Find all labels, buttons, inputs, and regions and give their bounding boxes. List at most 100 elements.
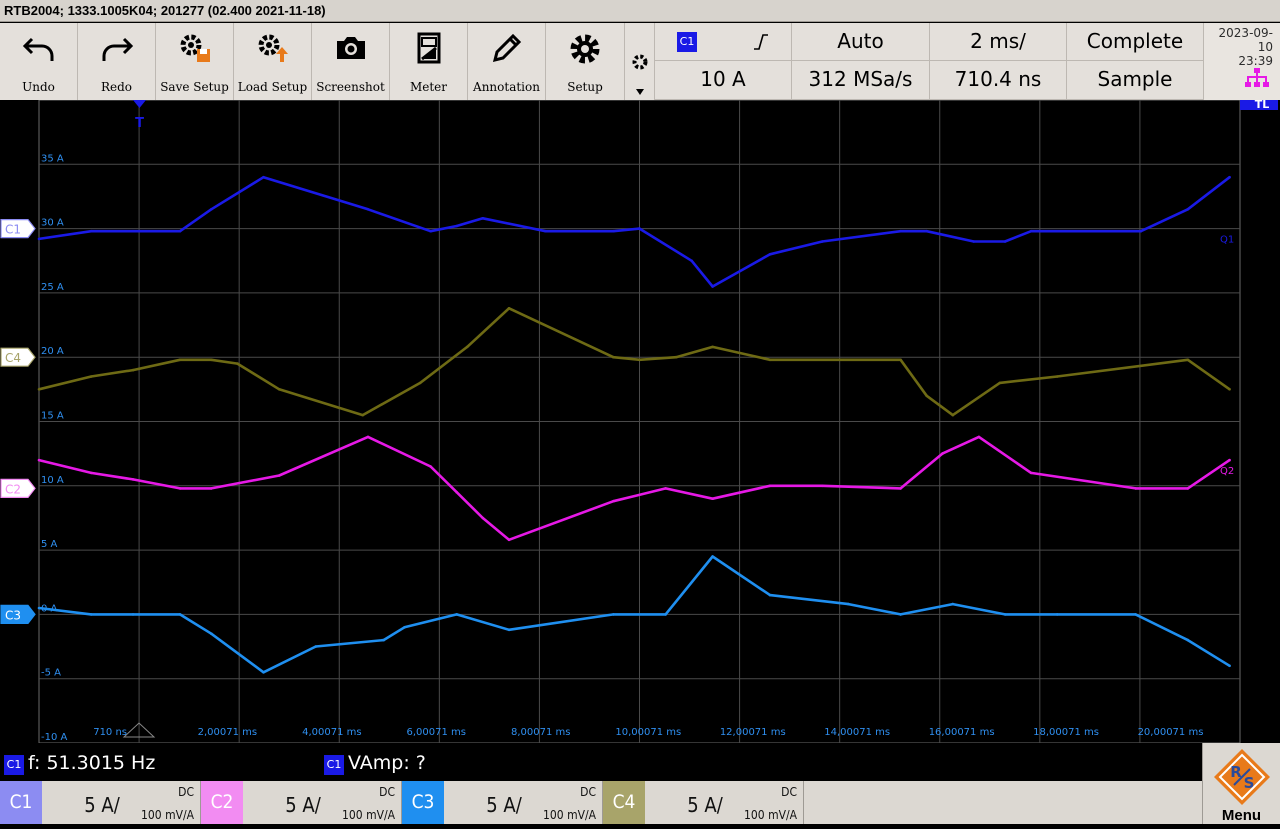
- trace-c1-point: [1228, 175, 1231, 179]
- trace-c3-point: [403, 626, 406, 629]
- trace-c1-point: [89, 229, 93, 233]
- sample-rate[interactable]: 312 MSa/s: [792, 61, 930, 100]
- load-setup-button[interactable]: Load Setup: [234, 23, 312, 100]
- channel-marker-label: C2: [5, 482, 21, 496]
- trigger-level-tag: TL: [1240, 98, 1278, 111]
- save-setup-button[interactable]: Save Setup: [156, 23, 234, 100]
- trace-c3-point: [1055, 613, 1059, 616]
- trace-c1-point: [429, 229, 432, 233]
- channel-marker-shape: [0, 219, 36, 239]
- rising-edge-icon: [754, 34, 768, 50]
- trace-c2-point: [821, 484, 824, 488]
- measurement-frequency[interactable]: C1 f: 51.3015 Hz: [4, 750, 155, 776]
- measurement-value: VAmp: ?: [348, 752, 426, 774]
- trace-c1-point: [821, 240, 824, 243]
- trace-c2-point: [507, 538, 511, 542]
- trace-c2-point: [1029, 471, 1033, 475]
- svg-text:R: R: [1230, 763, 1242, 781]
- control-menu-button[interactable]: [625, 23, 655, 100]
- x-tick-label: 16,00071 ms: [929, 727, 995, 738]
- channel-c1-box[interactable]: C1 5 A/ DC 100 mV/A: [0, 781, 201, 824]
- trace-c4-point: [638, 358, 641, 362]
- annotation-button[interactable]: Annotation: [468, 23, 546, 100]
- trace-c2-point: [1228, 458, 1231, 462]
- trace-c4-point: [131, 368, 135, 372]
- channel-c1-coupling: DC: [178, 785, 194, 799]
- channel-marker-shape: [0, 347, 36, 367]
- trace-c3-point: [382, 638, 385, 642]
- channel-c3-tag: C3: [402, 781, 444, 824]
- channel-c1-scale: 5 A/: [84, 793, 120, 817]
- meter-button[interactable]: Meter: [390, 23, 468, 100]
- trace-end-label: Q1: [1220, 235, 1234, 246]
- channel-c4-box[interactable]: C4 5 A/ DC 100 mV/A: [603, 781, 804, 824]
- trace-c4-point: [612, 355, 615, 359]
- toolbar: Undo Redo Save Setup Load Setup Screensh…: [0, 23, 1280, 100]
- channel-offset-marker-c3: C3: [0, 604, 36, 624]
- trace-c4-point: [951, 413, 955, 417]
- trace-c3-point: [1228, 664, 1231, 668]
- menu-button[interactable]: R S Menu: [1202, 743, 1280, 824]
- trace-c4-point: [711, 345, 714, 349]
- undo-icon: [22, 37, 53, 61]
- chevron-down-icon: [636, 89, 644, 95]
- trace-c4-point: [277, 388, 281, 391]
- setup-button[interactable]: Setup: [546, 23, 625, 100]
- rohde-schwarz-logo-icon: R S: [1214, 749, 1270, 805]
- trace-c1-point: [711, 285, 714, 288]
- trace-c3-point: [612, 613, 615, 616]
- channel-marker-shape: [0, 604, 36, 624]
- x-tick-label: 4,00071 ms: [302, 727, 361, 738]
- trace-c2-point: [429, 465, 432, 468]
- window-title: RTB2004; 1333.1005K04; 201277 (02.400 20…: [0, 0, 1280, 22]
- acquisition-state[interactable]: Complete: [1067, 23, 1204, 61]
- x-tick-label: 8,00071 ms: [511, 727, 570, 738]
- trace-c4-point: [236, 362, 239, 365]
- channel-c3-box[interactable]: C3 5 A/ DC 100 mV/A: [402, 781, 603, 824]
- channel-c3-probe: 100 mV/A: [543, 808, 596, 822]
- trace-c3-point: [314, 645, 318, 648]
- trace-c1-point: [366, 208, 370, 211]
- undo-button[interactable]: Undo: [0, 23, 78, 100]
- trace-c4-point: [674, 355, 678, 359]
- trace-c4-point: [178, 358, 182, 362]
- channel-c2-box[interactable]: C2 5 A/ DC 100 mV/A: [201, 781, 402, 824]
- channel-c4-coupling: DC: [781, 785, 797, 799]
- svg-text:TL: TL: [1255, 100, 1270, 111]
- trigger-source-badge: C1: [677, 32, 697, 52]
- trace-c1-point: [972, 240, 975, 243]
- trace-c3-point: [951, 602, 955, 606]
- redo-button[interactable]: Redo: [78, 23, 156, 100]
- channel-c2-coupling: DC: [379, 785, 395, 799]
- measurement-vamp[interactable]: C1 VAmp: ?: [324, 750, 426, 776]
- channel-c1-probe: 100 mV/A: [141, 808, 194, 822]
- acquisition-mode[interactable]: Sample: [1067, 61, 1204, 100]
- trace-c4-point: [210, 358, 213, 362]
- trace-c1-point: [481, 217, 485, 220]
- y-axis-labels: 35 A30 A25 A20 A15 A10 A5 A0 A-5 A-10 A: [41, 153, 68, 743]
- trace-c4-point: [37, 388, 41, 391]
- y-tick-label: -5 A: [41, 668, 61, 679]
- menu-label: Menu: [1221, 807, 1262, 824]
- trace-c3-point: [1186, 638, 1190, 642]
- load-setup-icon: [258, 34, 288, 62]
- trace-c1-point: [210, 208, 213, 211]
- timebase-scale[interactable]: 2 ms/: [930, 23, 1067, 61]
- trigger-source-slope[interactable]: C1: [655, 23, 792, 61]
- trigger-level[interactable]: 10 A: [655, 61, 792, 100]
- trace-c2-point: [664, 487, 667, 490]
- trace-c2-point: [899, 487, 902, 490]
- trace-c4-point: [1186, 358, 1190, 362]
- channel-marker-shape: [0, 478, 36, 498]
- trigger-mode[interactable]: Auto: [792, 23, 930, 61]
- horizontal-position[interactable]: 710.4 ns: [930, 61, 1067, 100]
- trace-c1-point: [925, 229, 928, 233]
- trace-c1-point: [638, 227, 641, 230]
- trace-c2-point: [768, 484, 772, 488]
- channel-offset-marker-c4: C4: [0, 347, 36, 367]
- camera-icon: [336, 37, 365, 59]
- time: 23:39: [1238, 54, 1273, 68]
- screenshot-button[interactable]: Screenshot: [312, 23, 390, 100]
- x-tick-label: 18,00071 ms: [1033, 727, 1099, 738]
